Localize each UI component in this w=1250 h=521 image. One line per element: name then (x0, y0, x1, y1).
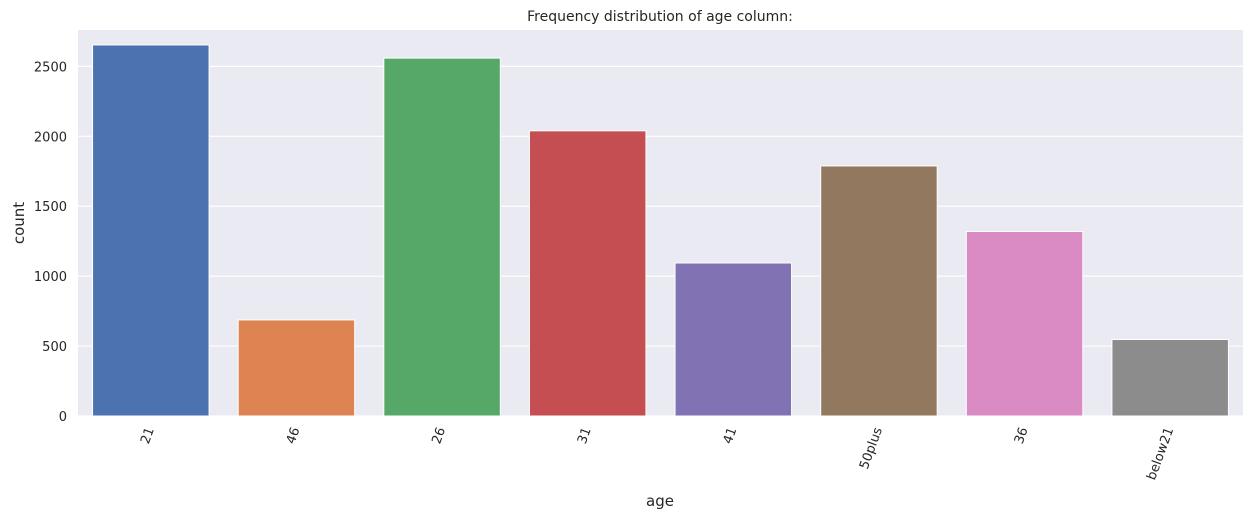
x-axis-ticks: 21 46 26 31 41 50plus 36 below21 (138, 425, 1177, 482)
y-tick-label: 500 (42, 340, 67, 355)
y-axis-label: count (10, 202, 28, 244)
x-axis-label: age (646, 492, 674, 510)
bar-21 (92, 44, 210, 417)
chart-title: Frequency distribution of age column: (527, 9, 793, 25)
y-axis-ticks: 0 500 1000 1500 2000 2500 (34, 60, 67, 425)
bar-below21 (1111, 338, 1229, 417)
x-tick-label: below21 (1144, 425, 1177, 482)
y-tick-label: 2500 (34, 60, 67, 75)
x-tick-label: 46 (284, 425, 304, 446)
x-tick-label: 21 (138, 425, 158, 446)
y-tick-label: 1000 (34, 270, 67, 285)
bar-26 (383, 57, 501, 417)
y-tick-label: 2000 (34, 130, 67, 145)
x-tick-label: 26 (429, 425, 449, 446)
y-tick-label: 1500 (34, 200, 67, 215)
bar-46 (237, 319, 356, 417)
x-tick-label: 36 (1012, 425, 1032, 446)
x-tick-label: 41 (721, 425, 741, 446)
x-tick-label: 50plus (857, 425, 886, 471)
bar-41 (674, 262, 793, 417)
y-tick-label: 0 (59, 410, 67, 425)
bars (92, 44, 1229, 417)
bar-36 (965, 231, 1084, 417)
bar-50plus (820, 165, 938, 417)
x-tick-label: 31 (575, 425, 595, 446)
bar-31 (528, 130, 647, 417)
